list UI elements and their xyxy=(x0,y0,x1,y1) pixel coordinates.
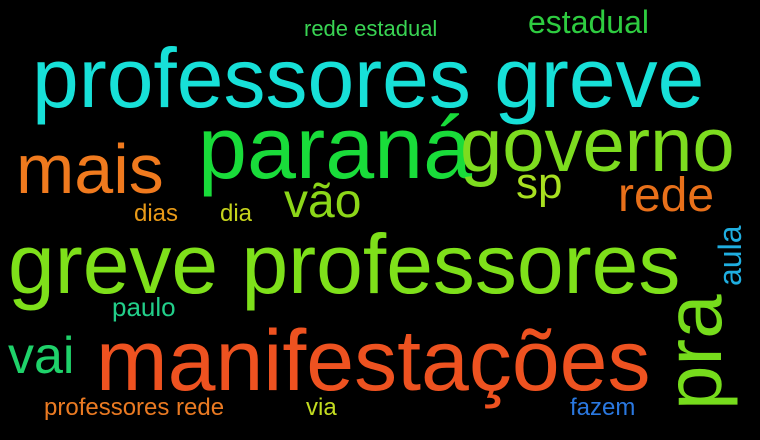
word-professores-rede: professores rede xyxy=(44,394,225,421)
word-dias: dias xyxy=(134,200,179,227)
word-rede-estadual: rede estadual xyxy=(304,16,438,41)
word-fazem: fazem xyxy=(570,394,636,421)
word-governo: governo xyxy=(460,103,735,188)
word-via: via xyxy=(306,394,337,421)
word-sp: sp xyxy=(516,159,563,208)
word-parana: paraná xyxy=(198,98,473,197)
word-greve-professores: greve professores xyxy=(8,217,681,311)
word-pra: pra xyxy=(649,294,738,410)
word-rede: rede xyxy=(618,169,715,222)
word-dia: dia xyxy=(220,200,253,227)
word-manifestacoes: manifestações xyxy=(96,313,651,409)
word-vao: vão xyxy=(284,175,362,228)
word-paulo: paulo xyxy=(112,292,176,322)
word-aula: aula xyxy=(712,225,748,287)
word-estadual: estadual xyxy=(528,4,649,40)
word-mais: mais xyxy=(16,130,164,208)
word-vai: vai xyxy=(8,327,75,385)
word-professores-greve: professores greve xyxy=(32,31,705,125)
